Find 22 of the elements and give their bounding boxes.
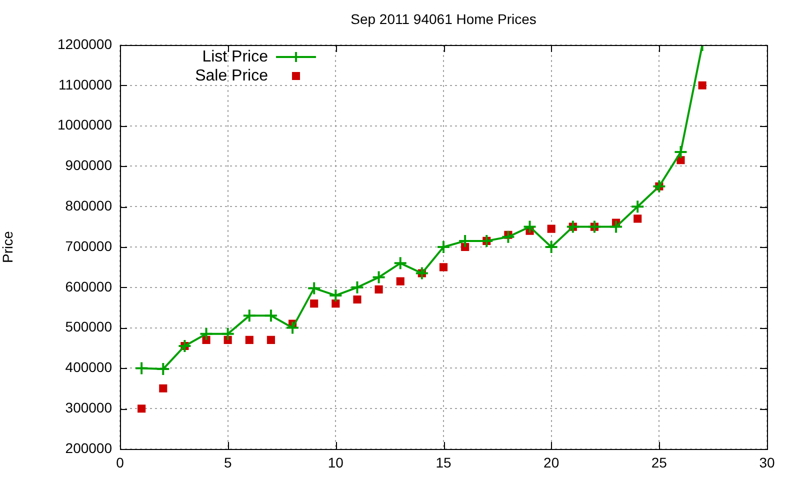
y-tick-label: 1000000 <box>57 116 112 133</box>
y-tick-label: 900000 <box>65 157 112 174</box>
legend-label: Sale Price <box>195 67 268 84</box>
y-tick-label: 200000 <box>65 440 112 456</box>
x-tick-label: 0 <box>116 454 124 470</box>
y-tick-label: 700000 <box>65 238 112 254</box>
y-tick-label: 1100000 <box>58 76 112 92</box>
x-tick-label: 10 <box>328 454 344 470</box>
y-tick-label: 800000 <box>65 197 112 214</box>
y-axis-title: Price <box>0 230 16 263</box>
x-tick-label: 30 <box>759 454 775 470</box>
chart-title: Sep 2011 94061 Home Prices <box>350 10 536 27</box>
x-tick-label: 25 <box>651 454 668 470</box>
legend-label: List Price <box>202 48 268 66</box>
y-tick-label: 600000 <box>65 278 112 294</box>
y-tick-label: 400000 <box>65 359 112 376</box>
x-tick-label: 5 <box>224 454 232 470</box>
x-tick-label: 20 <box>544 454 560 470</box>
y-tick-label: 1200000 <box>57 36 112 52</box>
x-tick-label: 15 <box>436 454 452 470</box>
y-tick-label: 300000 <box>65 399 112 416</box>
y-tick-label: 500000 <box>65 318 112 335</box>
